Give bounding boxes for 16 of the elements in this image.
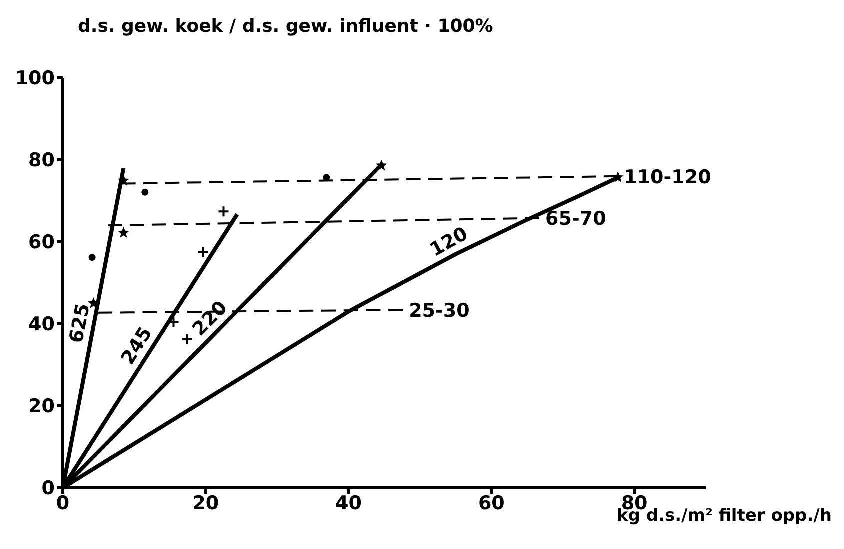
series-label: 110-120 (624, 166, 712, 188)
series-label: 65-70 (546, 208, 606, 230)
text: 625 (65, 302, 94, 345)
x-tick-label: 40 (336, 492, 362, 514)
y-tick-label: 20 (28, 396, 55, 418)
text: 120 (426, 222, 472, 262)
y-tick-label: 100 (15, 68, 55, 90)
x-tick-label: 20 (192, 492, 220, 514)
y-tick-label: 80 (28, 150, 55, 172)
y-axis-title: d.s. gew. koek / d.s. gew. influent · 100% (78, 16, 494, 37)
y-tick-label: 40 (28, 314, 55, 336)
x-tick-label: 0 (56, 492, 70, 514)
x-tick-label: 60 (478, 492, 505, 514)
y-tick-label: 60 (28, 232, 55, 254)
y-tick-label: 0 (42, 478, 55, 500)
series-label: 25-30 (409, 300, 470, 322)
